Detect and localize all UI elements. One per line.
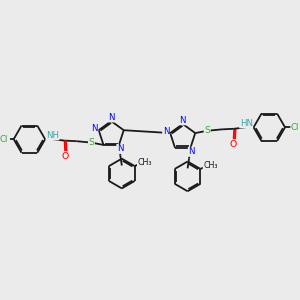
Text: CH₃: CH₃ (203, 161, 218, 170)
Text: N: N (188, 147, 195, 156)
Text: O: O (230, 140, 237, 149)
Text: S: S (204, 126, 210, 135)
Text: Cl: Cl (0, 135, 8, 144)
Text: N: N (117, 144, 123, 153)
Text: N: N (91, 124, 98, 133)
Text: O: O (61, 152, 69, 160)
Text: CH₃: CH₃ (137, 158, 152, 167)
Text: HN: HN (240, 119, 253, 128)
Text: S: S (88, 138, 94, 147)
Text: N: N (179, 116, 186, 125)
Text: N: N (163, 127, 169, 136)
Text: Cl: Cl (291, 123, 299, 132)
Text: N: N (108, 113, 115, 122)
Text: NH: NH (46, 131, 59, 140)
